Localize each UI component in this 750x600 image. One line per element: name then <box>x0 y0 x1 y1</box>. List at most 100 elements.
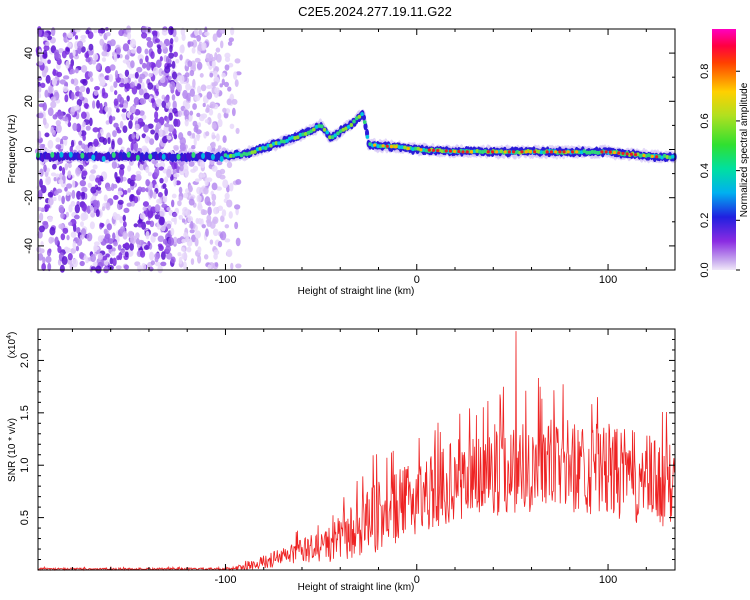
noise-cell <box>97 235 104 243</box>
noise-cell <box>159 208 166 218</box>
noise-cell <box>151 30 158 36</box>
noise-cell <box>155 59 162 69</box>
noise-cell <box>217 112 222 120</box>
ridge-mid <box>91 154 96 161</box>
noise-cell <box>50 101 57 109</box>
noise-cell <box>161 135 168 144</box>
noise-cell <box>171 94 176 101</box>
ridge-mid <box>274 141 279 146</box>
noise-cell <box>192 78 196 88</box>
noise-cell <box>61 255 68 266</box>
noise-cell <box>194 237 199 247</box>
noise-cell <box>208 108 214 116</box>
noise-cell <box>173 144 179 150</box>
noise-cell <box>176 237 183 245</box>
noise-cell <box>209 239 214 245</box>
spectrogram-x-label: Height of straight line (km) <box>298 286 415 297</box>
noise-cell <box>123 207 130 214</box>
noise-cell <box>212 33 218 42</box>
noise-cell <box>166 168 172 178</box>
noise-cell <box>81 170 88 177</box>
spectrogram-y-label: Frequency (Hz) <box>7 115 18 184</box>
noise-cell <box>118 29 125 37</box>
snr-y-ticks: 0.5 1.0 1.5 2.0 <box>19 338 675 561</box>
noise-cell <box>200 84 207 92</box>
noise-cell <box>166 135 172 140</box>
noise-cell <box>92 127 99 133</box>
noise-cell <box>93 246 100 251</box>
noise-cell <box>70 106 75 116</box>
ridge-mid <box>101 155 106 162</box>
colorbar: 0.0 0.2 0.4 0.6 0.8 Normalized spectral ampl… <box>699 29 750 278</box>
ridge-mid <box>80 152 85 159</box>
noise-cell <box>67 163 72 169</box>
noise-cell <box>67 170 72 179</box>
noise-cell <box>42 220 49 226</box>
noise-cell <box>107 106 112 115</box>
noise-cell <box>119 53 123 59</box>
noise-cell <box>70 139 75 148</box>
noise-cell <box>130 141 134 151</box>
noise-cell <box>207 206 212 216</box>
noise-cell <box>195 134 201 139</box>
noise-cell <box>130 174 137 182</box>
noise-cell <box>95 177 101 183</box>
noise-cell <box>207 264 212 270</box>
noise-cell <box>104 66 112 74</box>
noise-cell <box>64 163 69 171</box>
noise-cell <box>170 227 175 236</box>
noise-cell <box>37 253 44 261</box>
noise-cell <box>234 204 241 210</box>
noise-cell <box>173 173 180 178</box>
noise-cell <box>183 109 190 117</box>
noise-cell <box>205 107 210 114</box>
noise-cell <box>215 133 220 142</box>
noise-cell <box>175 81 180 91</box>
noise-cell <box>235 263 242 269</box>
noise-cell <box>85 258 89 264</box>
noise-cell <box>196 61 203 71</box>
noise-cell <box>102 42 108 53</box>
noise-cell <box>44 132 50 138</box>
noise-cell <box>127 187 131 193</box>
noise-cell <box>43 45 50 52</box>
noise-cell <box>62 75 70 80</box>
noise-cell <box>129 38 137 48</box>
noise-cell <box>60 212 65 219</box>
noise-cell <box>199 159 206 169</box>
noise-cell <box>186 92 191 102</box>
noise-cell <box>55 144 62 150</box>
ridge-peak <box>621 151 625 156</box>
noise-cell <box>62 116 69 122</box>
noise-cell <box>164 65 171 74</box>
noise-cell <box>159 56 163 62</box>
noise-cell <box>212 216 219 225</box>
noise-cell <box>190 258 195 266</box>
noise-cell <box>67 32 74 39</box>
noise-cell <box>37 130 42 140</box>
noise-cell <box>72 240 77 250</box>
ridge-mid <box>539 150 544 155</box>
noise-cell <box>42 256 46 265</box>
svg-text:(x104): (x104) <box>6 332 18 359</box>
noise-cell <box>127 165 132 172</box>
noise-cell <box>123 264 130 270</box>
noise-cell <box>36 246 42 253</box>
noise-cell <box>187 41 194 47</box>
noise-cell <box>146 61 151 71</box>
noise-cell <box>221 78 225 86</box>
colorbar-tick-label: 0.0 <box>699 262 711 277</box>
noise-cell <box>144 135 150 144</box>
noise-cell <box>58 179 64 184</box>
noise-cell <box>201 224 206 229</box>
ridge-mid <box>595 150 600 155</box>
ridge-peak <box>558 150 562 154</box>
snr-line <box>37 331 675 572</box>
noise-cell <box>197 122 202 128</box>
noise-cell <box>154 38 160 43</box>
noise-cell <box>76 40 84 49</box>
noise-cell <box>152 232 159 237</box>
noise-cell <box>47 216 53 223</box>
noise-cell <box>110 183 115 192</box>
noise-cell <box>38 225 45 233</box>
